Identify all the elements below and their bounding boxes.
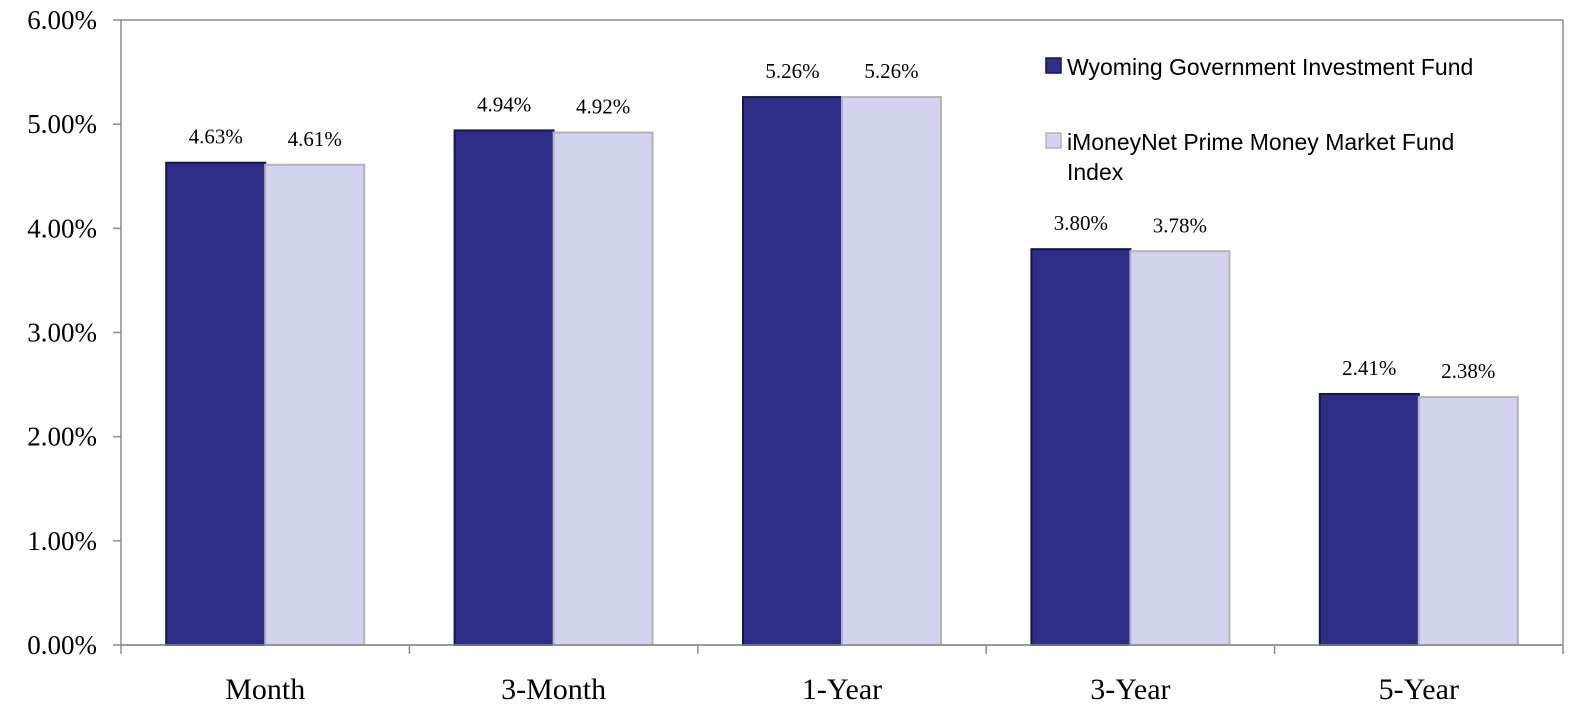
y-tick-label: 0.00% [27, 630, 97, 660]
legend: Wyoming Government Investment Fund iMoney… [1045, 54, 1473, 185]
data-label: 5.26% [864, 59, 918, 83]
legend-swatch [1045, 57, 1062, 74]
y-axis-ticks: 0.00% 1.00% 2.00% 3.00% 4.00% 5.00% 6.00% [27, 5, 121, 660]
legend-label: Wyoming Government Investment Fund [1067, 54, 1473, 80]
data-label: 3.78% [1153, 213, 1207, 237]
x-category-label: 3-Month [501, 673, 606, 706]
data-label: 2.38% [1441, 359, 1495, 383]
x-category-label: 1-Year [802, 673, 882, 706]
data-label: 4.92% [576, 95, 630, 119]
bar-imoneynet-1 [552, 131, 654, 646]
bars [165, 96, 1519, 647]
bar-wyoming-4 [1318, 392, 1420, 647]
x-category-label: 5-Year [1379, 673, 1459, 706]
legend-swatch [1045, 132, 1062, 149]
bar-imoneynet-4 [1417, 396, 1519, 647]
y-tick-label: 3.00% [27, 318, 97, 348]
bar-wyoming-1 [453, 129, 555, 646]
data-labels: 4.63% 4.61% 4.94% 4.92% 5.26% 5.26% 3.80% 3.78%… [189, 59, 1496, 383]
data-label: 5.26% [765, 59, 819, 83]
bar-wyoming-0 [165, 161, 267, 646]
data-label: 2.41% [1342, 356, 1396, 380]
bar-wyoming-3 [1030, 248, 1132, 647]
y-tick-label: 6.00% [27, 5, 97, 35]
y-tick-label: 2.00% [27, 422, 97, 452]
x-axis: Month 3-Month 1-Year 3-Year 5-Year [120, 644, 1564, 706]
bar-imoneynet-3 [1129, 250, 1231, 646]
bar-wyoming-2 [742, 96, 843, 647]
data-label: 4.61% [288, 127, 342, 151]
legend-label: iMoneyNet Prime Money Market Fund [1067, 129, 1454, 155]
x-category-label: 3-Year [1090, 673, 1170, 706]
y-tick-label: 4.00% [27, 213, 97, 243]
y-tick-label: 1.00% [27, 526, 97, 556]
legend-label: Index [1067, 159, 1124, 185]
y-tick-label: 5.00% [27, 109, 97, 139]
bar-imoneynet-0 [264, 163, 366, 647]
x-category-label: Month [225, 673, 305, 706]
data-label: 3.80% [1054, 211, 1108, 235]
data-label: 4.63% [189, 125, 243, 149]
data-label: 4.94% [477, 92, 531, 116]
bar-imoneynet-2 [841, 96, 942, 647]
